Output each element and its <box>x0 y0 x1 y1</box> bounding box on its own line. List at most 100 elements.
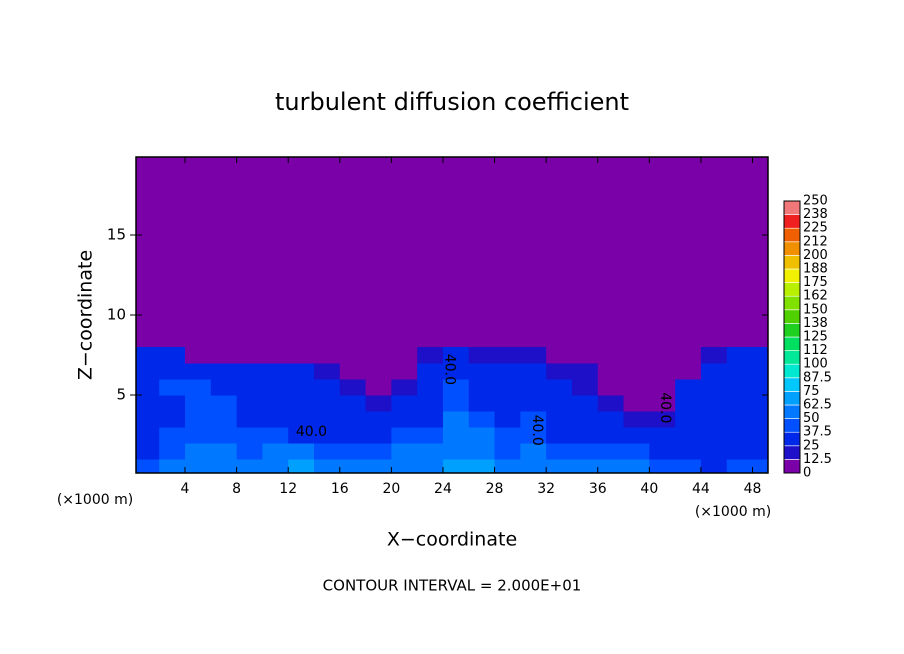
colorbar-box <box>783 295 801 311</box>
field-cell <box>210 379 238 396</box>
field-cell <box>623 411 650 428</box>
colorbar-box <box>783 377 801 392</box>
colorbar-box <box>783 336 801 351</box>
colorbar-label: 112 <box>803 343 828 358</box>
contour-label: 40.0 <box>441 354 457 385</box>
field-cell <box>726 379 754 396</box>
field-cell <box>365 443 392 460</box>
field-cell <box>339 363 367 380</box>
field-cell <box>339 411 367 428</box>
colorbar-box <box>783 431 801 447</box>
field-cell <box>597 411 625 428</box>
field-cell <box>649 395 676 412</box>
field-cell <box>185 363 212 380</box>
field-cell <box>623 363 650 380</box>
field-cell <box>159 411 186 428</box>
field-cell <box>623 443 650 460</box>
field-cell <box>571 395 599 412</box>
field-cell <box>313 395 341 412</box>
field-cell <box>262 395 289 412</box>
field-cell <box>288 427 315 444</box>
colorbar-box <box>783 323 801 338</box>
field-cell <box>288 459 315 473</box>
field-cell <box>442 363 470 380</box>
field-cell <box>726 411 754 428</box>
field-cell <box>623 395 650 412</box>
field-cell <box>726 395 754 412</box>
field-cell <box>752 443 768 460</box>
field-cell <box>236 411 263 428</box>
field-cell <box>726 427 754 444</box>
field-cell <box>649 363 676 380</box>
field-cell <box>597 459 625 473</box>
field-cell <box>288 347 315 364</box>
field-cell <box>726 363 754 380</box>
colorbar-box <box>783 459 801 474</box>
field-cell <box>210 427 238 444</box>
field-cell <box>675 459 702 473</box>
field-cell <box>313 459 341 473</box>
field-cell <box>571 363 599 380</box>
field-cell <box>468 443 496 460</box>
field-cell <box>520 411 547 428</box>
field-cell <box>339 459 367 473</box>
field-cell <box>494 443 521 460</box>
field-cell <box>442 459 470 473</box>
colorbar-label: 138 <box>803 316 828 331</box>
field-cell <box>442 379 470 396</box>
field-cell <box>417 443 444 460</box>
field-cell <box>136 411 160 428</box>
field-cell <box>546 427 573 444</box>
field-cell <box>546 379 573 396</box>
field-cell <box>210 363 238 380</box>
field-cell <box>417 427 444 444</box>
field-cell <box>339 427 367 444</box>
field-cell <box>136 459 160 473</box>
field-cell <box>417 395 444 412</box>
x-tick-label: 20 <box>382 481 400 497</box>
field-cell <box>417 347 444 364</box>
field-cell <box>417 459 444 473</box>
field-cell <box>752 459 768 473</box>
x-tick-label: 12 <box>279 481 297 497</box>
field-cell <box>700 411 728 428</box>
x-tick-label: 28 <box>486 481 504 497</box>
field-cell <box>675 395 702 412</box>
field-cell <box>136 395 160 412</box>
field-cell <box>185 379 212 396</box>
field-cell <box>597 363 625 380</box>
field-cell <box>391 363 418 380</box>
field-cell <box>262 379 289 396</box>
field-cell <box>442 427 470 444</box>
field-cell <box>391 347 418 364</box>
field-cell <box>546 363 573 380</box>
colorbar-box <box>783 241 801 256</box>
field-cell <box>262 411 289 428</box>
field-cell <box>571 443 599 460</box>
colorbar-label: 37.5 <box>803 425 832 440</box>
field-cell <box>442 347 470 364</box>
field-cell <box>571 459 599 473</box>
field-cell <box>417 411 444 428</box>
field-cell <box>391 443 418 460</box>
contour-label: 40.0 <box>529 415 545 446</box>
field-cell <box>520 395 547 412</box>
x-tick-label: 24 <box>434 481 452 497</box>
field-cell <box>649 443 676 460</box>
field-cell <box>236 379 263 396</box>
field-cell <box>649 427 676 444</box>
field-cell <box>185 443 212 460</box>
colorbar-box <box>783 350 801 365</box>
x-tick-label: 4 <box>181 481 190 497</box>
x-tick-label: 40 <box>640 481 658 497</box>
field-cell <box>649 347 676 364</box>
field-cell <box>391 459 418 473</box>
field-cell <box>752 347 768 364</box>
field-cell <box>700 443 728 460</box>
field-cell <box>468 347 496 364</box>
field-cell <box>339 379 367 396</box>
field-cell <box>365 363 392 380</box>
colorbar-box <box>783 445 801 460</box>
colorbar-label: 212 <box>803 234 828 249</box>
field-cell <box>159 459 186 473</box>
